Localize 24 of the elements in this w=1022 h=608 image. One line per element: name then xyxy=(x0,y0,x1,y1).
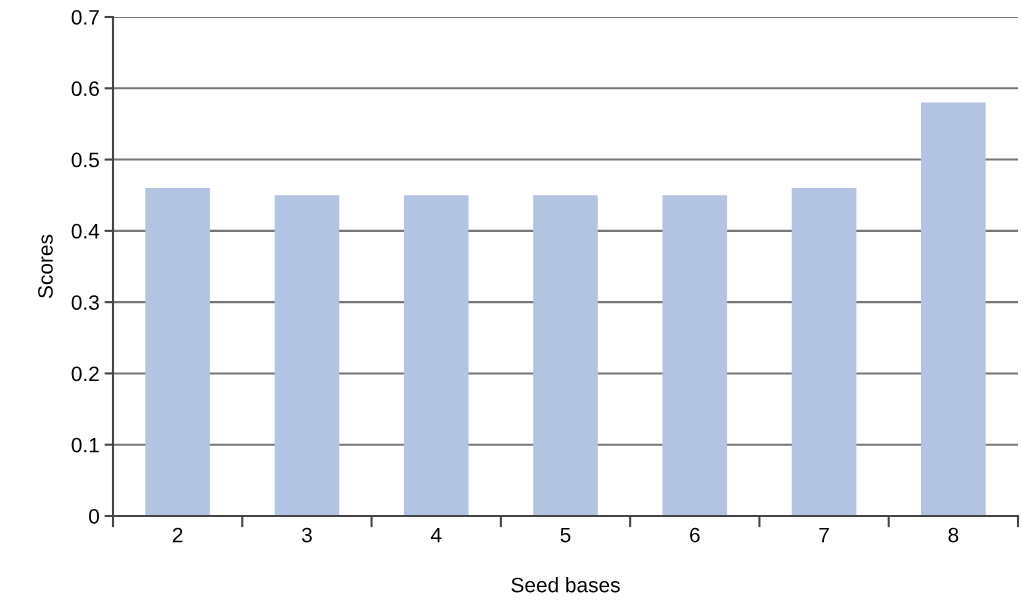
y-tick-label: 0.2 xyxy=(71,366,99,382)
bar xyxy=(403,195,469,516)
x-tick-label: 2 xyxy=(172,527,183,543)
bar xyxy=(791,188,857,516)
y-tick-label: 0.3 xyxy=(71,295,99,310)
x-axis-title: Seed bases xyxy=(511,577,620,593)
y-tick-label: 0.6 xyxy=(71,81,99,97)
y-tick-label: 0.5 xyxy=(71,152,99,168)
bar xyxy=(533,195,598,516)
bar xyxy=(145,188,210,516)
y-tick-label: 0 xyxy=(89,509,99,524)
bar xyxy=(921,102,986,516)
x-tick-label: 6 xyxy=(690,527,700,543)
bar xyxy=(274,195,340,516)
x-tick-label: 8 xyxy=(948,527,959,543)
x-tick-label: 5 xyxy=(560,527,571,543)
y-tick-label: 0.4 xyxy=(71,223,100,239)
y-axis-title: Scores xyxy=(38,234,53,298)
x-tick-label: 7 xyxy=(819,527,829,543)
x-tick-label: 3 xyxy=(301,527,312,543)
x-tick-label: 4 xyxy=(430,527,442,543)
bar xyxy=(662,195,728,516)
y-tick-label: 0.1 xyxy=(71,437,99,453)
y-tick-label: 0.7 xyxy=(71,10,99,25)
